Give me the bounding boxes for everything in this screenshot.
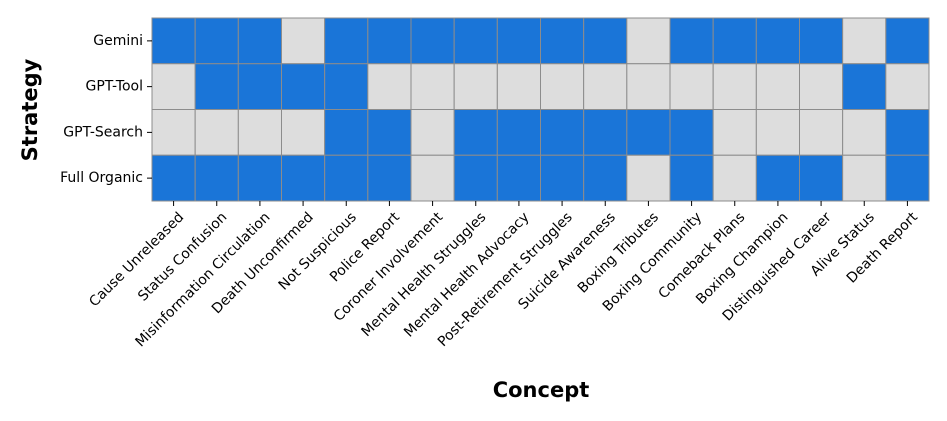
heatmap-cell xyxy=(626,17,671,65)
heatmap-cell xyxy=(410,17,455,65)
heatmap-cell xyxy=(799,17,844,65)
heatmap-cell xyxy=(194,109,239,156)
heatmap-cell xyxy=(237,109,282,156)
heatmap-cell xyxy=(540,154,585,202)
heatmap-cell xyxy=(669,154,714,202)
heatmap-cell xyxy=(842,109,887,156)
heatmap-cell xyxy=(281,63,326,110)
heatmap-cell xyxy=(151,17,196,65)
heatmap-cell xyxy=(324,154,369,202)
heatmap-cell xyxy=(237,154,282,202)
heatmap-cell xyxy=(669,63,714,110)
heatmap-cells xyxy=(151,17,930,202)
heatmap-cell xyxy=(540,17,585,65)
heatmap-cell xyxy=(410,109,455,156)
heatmap-cell xyxy=(626,154,671,202)
heatmap-cell xyxy=(712,17,757,65)
y-tick-label: Full Organic xyxy=(60,170,143,186)
heatmap-cell xyxy=(755,17,800,65)
heatmap-cell xyxy=(237,63,282,110)
heatmap-cell xyxy=(755,109,800,156)
heatmap-cell xyxy=(281,154,326,202)
heatmap-cell xyxy=(237,17,282,65)
heatmap-cell xyxy=(281,17,326,65)
heatmap-cell xyxy=(194,63,239,110)
heatmap-cell xyxy=(194,17,239,65)
heatmap-cell xyxy=(324,63,369,110)
heatmap-cell xyxy=(496,63,542,110)
heatmap-cell xyxy=(540,109,585,156)
heatmap-cell xyxy=(842,63,887,110)
heatmap-cell xyxy=(324,17,369,65)
heatmap-cell xyxy=(453,17,498,65)
heatmap-cell xyxy=(885,154,930,202)
heatmap-cell xyxy=(496,154,542,202)
heatmap-cell xyxy=(496,17,542,65)
heatmap-cell xyxy=(367,17,412,65)
heatmap-cell xyxy=(151,63,196,110)
heatmap-cell xyxy=(712,109,757,156)
x-tick-label: Not Suspicious xyxy=(276,209,360,293)
heatmap-cell xyxy=(324,109,369,156)
heatmap-cell xyxy=(842,17,887,65)
heatmap-cell xyxy=(367,154,412,202)
y-axis-title: Strategy xyxy=(18,58,42,161)
heatmap-cell xyxy=(540,63,585,110)
heatmap-cell xyxy=(712,154,757,202)
heatmap-cell xyxy=(367,109,412,156)
y-tick-labels: Gemini GPT-Tool GPT-Search Full Organic xyxy=(60,33,152,186)
heatmap-cell xyxy=(583,154,628,202)
heatmap-cell xyxy=(151,109,196,156)
heatmap-cell xyxy=(583,17,628,65)
heatmap-cell xyxy=(453,154,498,202)
x-axis-title: Concept xyxy=(493,378,590,402)
heatmap-cell xyxy=(151,154,196,202)
heatmap-cell xyxy=(583,63,628,110)
heatmap-cell xyxy=(755,63,800,110)
heatmap-cell xyxy=(453,63,498,110)
heatmap-cell xyxy=(281,109,326,156)
heatmap-cell xyxy=(755,154,800,202)
heatmap-cell xyxy=(885,109,930,156)
y-tick-label: GPT-Tool xyxy=(85,79,143,95)
heatmap-cell xyxy=(799,154,844,202)
heatmap-cell xyxy=(885,63,930,110)
heatmap-cell xyxy=(626,109,671,156)
heatmap-cell xyxy=(453,109,498,156)
heatmap-cell xyxy=(712,63,757,110)
heatmap-cell xyxy=(626,63,671,110)
heatmap-cell xyxy=(410,154,455,202)
heatmap-cell xyxy=(799,109,844,156)
y-tick-label: Gemini xyxy=(93,33,143,49)
heatmap-cell xyxy=(583,109,628,156)
heatmap-cell xyxy=(842,154,887,202)
y-tick-label: GPT-Search xyxy=(63,124,143,140)
heatmap-cell xyxy=(496,109,542,156)
heatmap-cell xyxy=(669,109,714,156)
heatmap-cell xyxy=(799,63,844,110)
heatmap-cell xyxy=(410,63,455,110)
heatmap-cell xyxy=(367,63,412,110)
heatmap-cell xyxy=(194,154,239,202)
heatmap-cell xyxy=(669,17,714,65)
heatmap-cell xyxy=(885,17,930,65)
